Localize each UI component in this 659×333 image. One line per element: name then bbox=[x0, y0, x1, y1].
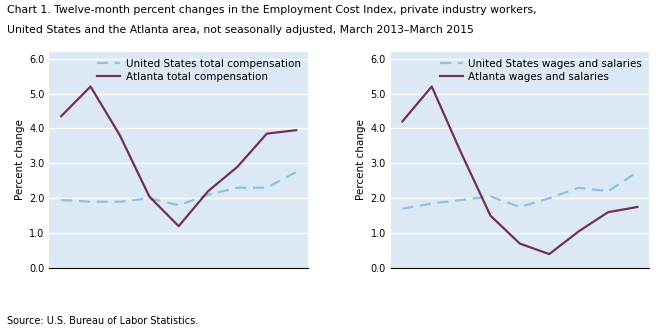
Y-axis label: Percent change: Percent change bbox=[15, 120, 25, 200]
Line: Atlanta total compensation: Atlanta total compensation bbox=[61, 87, 296, 226]
Atlanta wages and salaries bbox=[516, 242, 524, 246]
Legend: United States wages and salaries, Atlanta wages and salaries: United States wages and salaries, Atlant… bbox=[438, 57, 644, 84]
Line: United States total compensation: United States total compensation bbox=[61, 172, 296, 205]
United States wages and salaries bbox=[486, 194, 494, 198]
United States total compensation bbox=[204, 193, 212, 197]
Atlanta wages and salaries bbox=[545, 252, 553, 256]
United States total compensation bbox=[86, 200, 94, 204]
United States total compensation bbox=[57, 198, 65, 202]
United States wages and salaries bbox=[633, 170, 641, 174]
United States wages and salaries bbox=[604, 189, 612, 193]
Atlanta total compensation bbox=[204, 189, 212, 193]
Atlanta total compensation bbox=[292, 128, 300, 132]
United States wages and salaries bbox=[575, 186, 583, 190]
Legend: United States total compensation, Atlanta total compensation: United States total compensation, Atlant… bbox=[96, 57, 302, 84]
Text: Source: U.S. Bureau of Labor Statistics.: Source: U.S. Bureau of Labor Statistics. bbox=[7, 316, 198, 326]
United States wages and salaries bbox=[399, 207, 407, 211]
United States total compensation bbox=[263, 186, 271, 190]
Text: Chart 1. Twelve-month percent changes in the Employment Cost Index, private indu: Chart 1. Twelve-month percent changes in… bbox=[7, 5, 536, 15]
Atlanta wages and salaries bbox=[399, 120, 407, 124]
United States wages and salaries bbox=[457, 198, 465, 202]
Atlanta total compensation bbox=[146, 194, 154, 198]
Text: United States and the Atlanta area, not seasonally adjusted, March 2013–March 20: United States and the Atlanta area, not … bbox=[7, 25, 473, 35]
Atlanta total compensation bbox=[263, 132, 271, 136]
Line: Atlanta wages and salaries: Atlanta wages and salaries bbox=[403, 87, 637, 254]
Atlanta wages and salaries bbox=[486, 214, 494, 218]
Atlanta wages and salaries bbox=[575, 229, 583, 233]
Y-axis label: Percent change: Percent change bbox=[357, 120, 366, 200]
Atlanta total compensation bbox=[57, 114, 65, 118]
United States total compensation bbox=[233, 186, 241, 190]
United States total compensation bbox=[116, 200, 124, 204]
United States wages and salaries bbox=[545, 196, 553, 200]
Atlanta wages and salaries bbox=[457, 151, 465, 155]
United States total compensation bbox=[292, 170, 300, 174]
United States total compensation bbox=[146, 196, 154, 200]
United States total compensation bbox=[175, 203, 183, 207]
Atlanta total compensation bbox=[175, 224, 183, 228]
Line: United States wages and salaries: United States wages and salaries bbox=[403, 172, 637, 209]
Atlanta wages and salaries bbox=[633, 205, 641, 209]
United States wages and salaries bbox=[516, 205, 524, 209]
Atlanta total compensation bbox=[116, 134, 124, 138]
Atlanta total compensation bbox=[233, 165, 241, 169]
Atlanta total compensation bbox=[86, 85, 94, 89]
Atlanta wages and salaries bbox=[428, 85, 436, 89]
Atlanta wages and salaries bbox=[604, 210, 612, 214]
United States wages and salaries bbox=[428, 201, 436, 205]
